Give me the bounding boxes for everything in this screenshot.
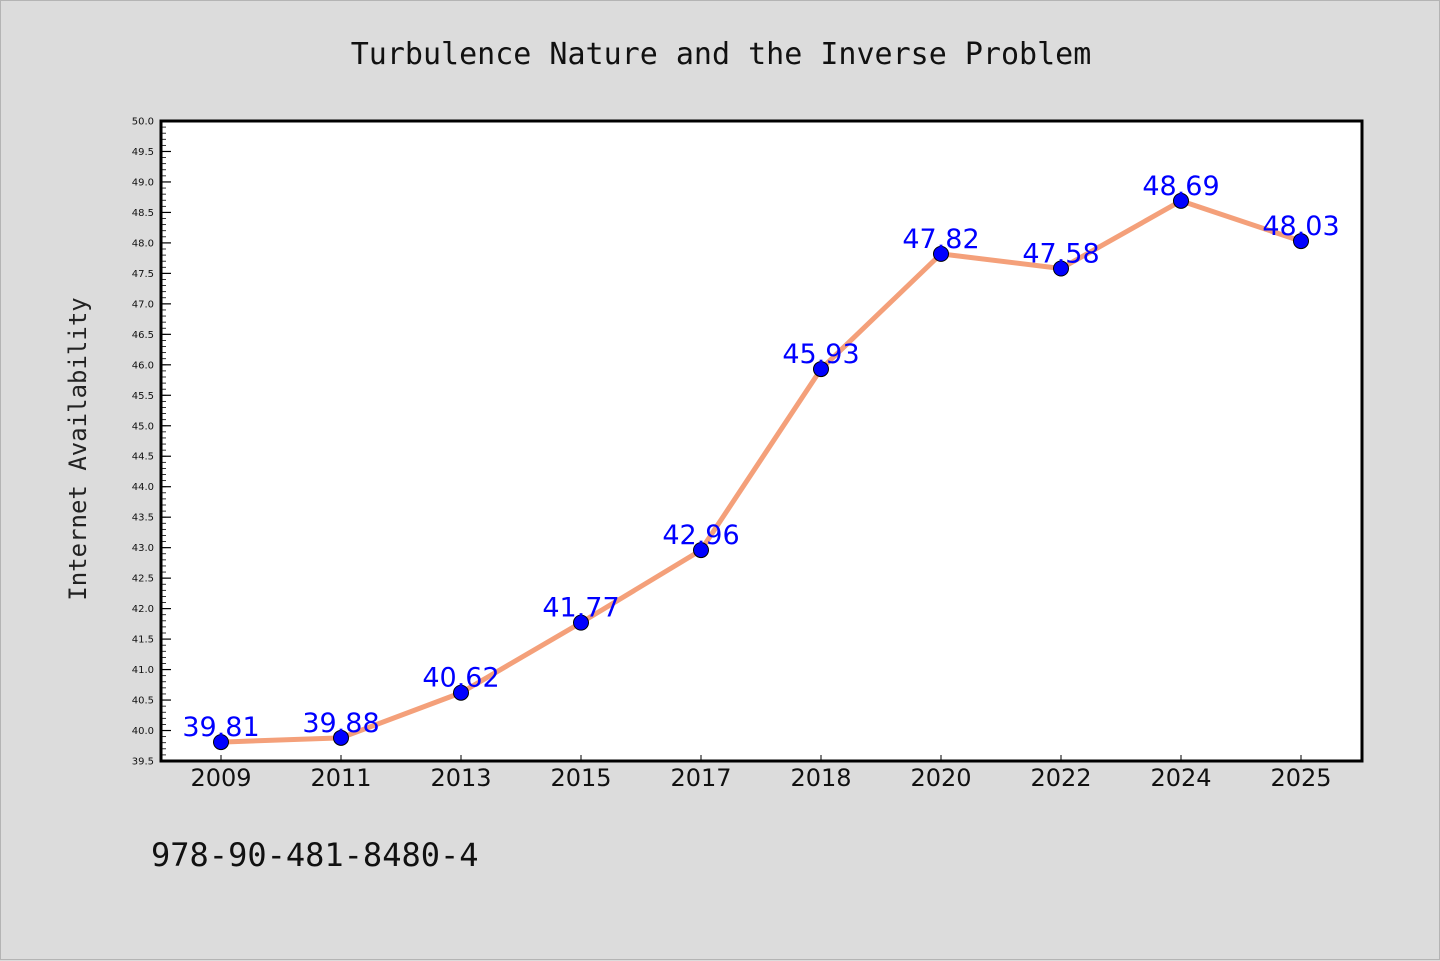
y-tick-label: 44.0 — [132, 482, 154, 493]
x-axis: 2009 2011 2013 2015 2017 2018 2020 2022 2024 2025 — [190, 755, 1332, 792]
y-tick-label: 40.5 — [132, 696, 154, 707]
y-tick-label: 48.0 — [132, 238, 154, 249]
y-tick-label: 46.5 — [132, 330, 154, 341]
data-point — [573, 614, 589, 631]
data-point — [1293, 233, 1309, 250]
data-label: 39.88 — [302, 708, 379, 739]
y-axis: 39.5 40.0 40.5 41.0 41.5 42.0 42.5 43.0 43.5 44.0… — [132, 117, 171, 768]
y-tick-label: 45.5 — [132, 391, 154, 402]
series-line — [218, 198, 1304, 745]
plot-area — [159, 119, 1364, 763]
data-point — [693, 542, 709, 559]
x-tick-label: 2013 — [430, 764, 491, 792]
data-label: 41.77 — [542, 593, 619, 624]
data-label: 39.81 — [182, 712, 259, 743]
y-tick-label: 48.5 — [132, 208, 154, 219]
data-labels: 39.81 39.88 40.62 41.77 42.96 45.93 47.82 47.58… — [182, 171, 1339, 743]
y-tick-label: 40.0 — [132, 726, 154, 737]
data-point — [1173, 192, 1189, 209]
data-label: 40.62 — [422, 663, 499, 694]
data-point — [453, 684, 469, 701]
x-tick-label: 2017 — [670, 764, 731, 792]
y-tick-label: 42.5 — [132, 574, 154, 585]
x-tick-label: 2025 — [1270, 764, 1331, 792]
y-tick-label: 47.0 — [132, 299, 154, 310]
y-tick-label: 49.0 — [132, 177, 154, 188]
x-tick-label: 2020 — [910, 764, 971, 792]
isbn-text: 978-90-481-8480-4 — [151, 836, 479, 874]
y-tick-label: 46.0 — [132, 360, 154, 371]
x-tick-label: 2024 — [1150, 764, 1211, 792]
data-label: 48.69 — [1142, 171, 1219, 202]
data-label: 47.58 — [1022, 239, 1099, 270]
data-label: 47.82 — [902, 224, 979, 255]
chart-title: Turbulence Nature and the Inverse Proble… — [351, 37, 1092, 72]
data-label: 45.93 — [782, 339, 859, 370]
y-tick-label: 41.5 — [132, 635, 154, 646]
data-point — [933, 245, 949, 262]
y-tick-label: 45.0 — [132, 421, 154, 432]
y-tick-label: 43.5 — [132, 513, 154, 524]
y-tick-label: 43.0 — [132, 543, 154, 554]
x-tick-label: 2009 — [190, 764, 251, 792]
y-tick-label: 44.5 — [132, 452, 154, 463]
series-markers — [213, 192, 1309, 751]
y-tick-label: 41.0 — [132, 665, 154, 676]
data-point — [813, 361, 829, 378]
y-tick-label: 39.5 — [132, 757, 154, 768]
y-tick-label: 42.0 — [132, 604, 154, 615]
data-point — [213, 734, 229, 751]
y-tick-label: 49.5 — [132, 147, 154, 158]
x-tick-label: 2018 — [790, 764, 851, 792]
x-tick-label: 2022 — [1030, 764, 1091, 792]
data-point — [1053, 260, 1069, 277]
data-label: 42.96 — [662, 520, 739, 551]
y-tick-label: 50.0 — [132, 117, 154, 128]
data-point — [333, 729, 349, 746]
x-tick-label: 2015 — [550, 764, 611, 792]
y-axis-label: Internet Availability — [64, 297, 92, 600]
data-label: 48.03 — [1262, 211, 1339, 242]
y-tick-label: 47.5 — [132, 269, 154, 280]
x-tick-label: 2011 — [310, 764, 371, 792]
